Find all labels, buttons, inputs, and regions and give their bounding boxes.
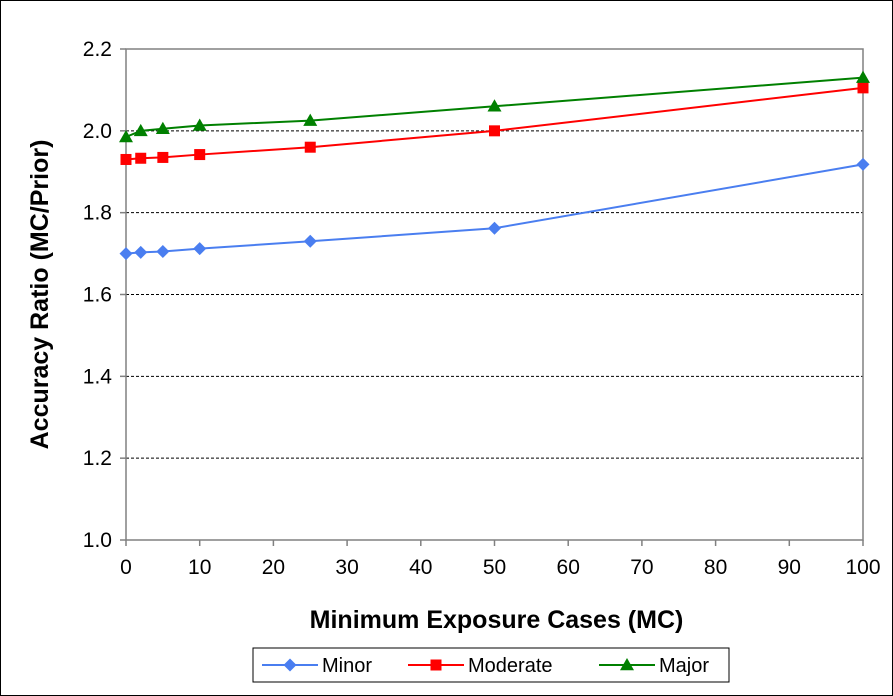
legend-item-minor: Minor xyxy=(262,655,372,677)
data-point-moderate xyxy=(857,82,869,94)
series-group xyxy=(119,70,870,261)
x-tick-label: 20 xyxy=(262,556,285,579)
y-tick-label: 1.4 xyxy=(83,365,113,388)
legend-marker-minor xyxy=(283,658,297,672)
data-point-moderate xyxy=(489,125,500,137)
legend-label-moderate: Moderate xyxy=(468,655,553,677)
data-point-moderate xyxy=(135,152,147,164)
data-point-minor xyxy=(119,247,133,261)
legend: Minor Moderate Major xyxy=(252,647,730,683)
data-point-moderate xyxy=(194,149,206,161)
x-tick-label: 90 xyxy=(778,556,801,579)
legend-label-minor: Minor xyxy=(322,655,372,677)
x-tick-label: 100 xyxy=(845,556,880,579)
x-tick-label: 80 xyxy=(704,556,727,579)
y-tick-label: 1.6 xyxy=(83,284,112,307)
y-axis-title: Accuracy Ratio (MC/Prior) xyxy=(26,140,54,450)
series-moderate xyxy=(120,82,869,165)
x-tick-label: 60 xyxy=(557,556,580,579)
y-tick-label: 1.2 xyxy=(83,447,112,470)
data-point-minor xyxy=(856,157,870,171)
data-point-minor xyxy=(134,245,148,259)
gridlines xyxy=(126,130,863,459)
legend-marker-moderate xyxy=(430,659,442,671)
x-tick-label: 10 xyxy=(188,556,211,579)
data-point-major xyxy=(155,121,170,135)
x-tick-label: 0 xyxy=(120,556,132,579)
series-minor xyxy=(119,157,870,261)
data-point-major xyxy=(303,113,318,126)
x-tick-label: 70 xyxy=(630,556,653,579)
data-point-major xyxy=(192,118,207,131)
data-point-minor xyxy=(303,234,317,248)
data-point-minor xyxy=(156,245,170,259)
y-tick-label: 2.2 xyxy=(83,38,112,61)
y-tick-label: 2.0 xyxy=(83,120,112,143)
data-point-major xyxy=(487,99,502,112)
data-point-moderate xyxy=(120,153,132,165)
series-line-minor xyxy=(125,163,864,255)
legend-item-major: Major xyxy=(599,655,709,677)
legend-marker-major xyxy=(620,658,634,671)
x-axis-title: Minimum Exposure Cases (MC) xyxy=(310,606,684,634)
data-point-major xyxy=(119,129,133,143)
y-tick-label: 1.8 xyxy=(83,202,112,225)
y-tick-label: 1.0 xyxy=(83,529,112,552)
series-major xyxy=(119,70,870,143)
axis-ticks: 1.0 1.2 1.4 1.6 1.8 2.0 2.2 0 10 20 30 40 50 60 70 80 90… xyxy=(83,38,881,579)
legend-item-moderate: Moderate xyxy=(408,655,553,677)
data-point-moderate xyxy=(304,141,316,153)
data-point-minor xyxy=(193,242,207,256)
data-point-major xyxy=(856,70,870,83)
data-point-minor xyxy=(488,221,501,235)
data-point-major xyxy=(133,123,148,137)
legend-label-major: Major xyxy=(659,655,709,677)
x-tick-label: 30 xyxy=(335,556,358,579)
data-point-moderate xyxy=(157,151,169,163)
x-tick-label: 50 xyxy=(483,556,506,579)
x-tick-label: 40 xyxy=(409,556,432,579)
